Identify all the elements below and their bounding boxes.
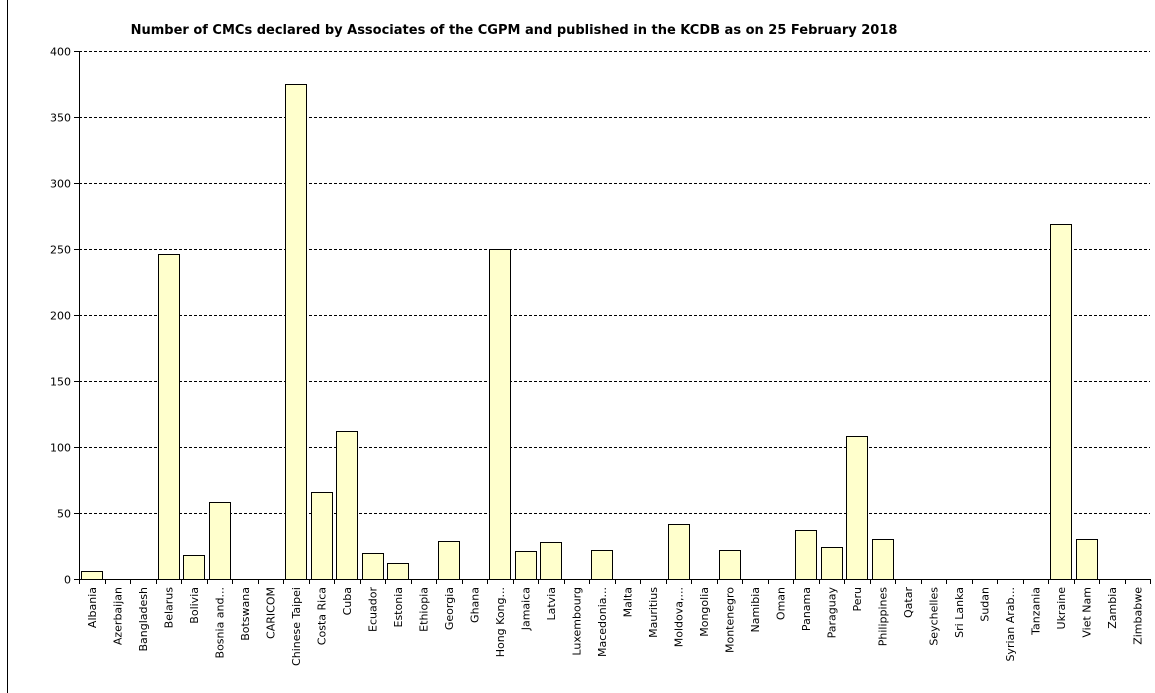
x-tick-label: Azerbaijan bbox=[111, 587, 124, 645]
x-tick-label: Oman bbox=[774, 587, 787, 620]
bar bbox=[81, 571, 103, 580]
x-tick-label: Bolivia bbox=[188, 587, 201, 624]
bar bbox=[285, 84, 307, 580]
x-tick-label: Viet Nam bbox=[1080, 587, 1093, 638]
x-tick-label: Sri Lanka bbox=[953, 587, 966, 638]
bar bbox=[336, 431, 358, 580]
bar bbox=[540, 542, 562, 580]
y-tick-label: 300 bbox=[50, 178, 71, 191]
x-tick-label: Peru bbox=[851, 587, 864, 612]
x-tick-label: Montenegro bbox=[723, 587, 736, 653]
x-tick-label: Sudan bbox=[978, 587, 991, 622]
x-tick-label: Paraguay bbox=[825, 587, 838, 639]
bar bbox=[438, 541, 460, 580]
bar bbox=[311, 492, 333, 580]
x-tick-label: Albania bbox=[86, 587, 99, 628]
bar bbox=[846, 436, 868, 580]
x-tick-label: Ghana bbox=[468, 587, 481, 623]
chart-title: Number of CMCs declared by Associates of… bbox=[131, 23, 898, 38]
x-tick-label: Botswana bbox=[239, 587, 252, 641]
x-tick-label: Ecuador bbox=[366, 587, 379, 632]
x-tick-label: Namibia bbox=[749, 587, 762, 633]
bar bbox=[515, 551, 537, 580]
x-tick-label: Mauritius bbox=[647, 587, 660, 638]
bar bbox=[1076, 539, 1098, 580]
x-tick-label: Estonia bbox=[392, 587, 405, 628]
grid-lines bbox=[79, 51, 1150, 514]
y-tick-label: 100 bbox=[50, 442, 71, 455]
axes bbox=[79, 51, 1151, 584]
x-tick-label: Tanzania bbox=[1029, 587, 1042, 636]
y-tick-label: 0 bbox=[64, 574, 71, 587]
bar bbox=[719, 550, 741, 580]
y-axis-ticks: 0 50 100 150 200 250 300 350 400 bbox=[50, 46, 79, 587]
y-tick-label: 150 bbox=[50, 376, 71, 389]
y-tick-label: 400 bbox=[50, 46, 71, 59]
x-tick-label: CARICOM bbox=[264, 587, 277, 639]
bar bbox=[183, 555, 205, 580]
x-tick-label: Zambia bbox=[1106, 587, 1119, 629]
bars bbox=[81, 84, 1098, 580]
x-tick-label: Bosnia and... bbox=[213, 587, 226, 658]
x-tick-label: Philippines bbox=[876, 587, 889, 647]
x-axis-labels: Albania Azerbaijan Bangladesh Belarus Bolivi… bbox=[86, 587, 1145, 666]
x-tick-label: Latvia bbox=[545, 587, 558, 621]
bar bbox=[362, 553, 384, 580]
x-tick-label: Georgia bbox=[443, 587, 456, 630]
x-tick-label: Ukraine bbox=[1055, 587, 1068, 630]
y-tick-label: 350 bbox=[50, 112, 71, 125]
x-tick-label: Costa Rica bbox=[315, 587, 328, 645]
x-tick-label: Zimbabwe bbox=[1131, 587, 1144, 645]
y-tick-label: 200 bbox=[50, 310, 71, 323]
left-border-line bbox=[7, 0, 8, 693]
x-tick-label: Bangladesh bbox=[137, 587, 150, 652]
x-tick-label: Macedonia... bbox=[596, 587, 609, 657]
x-tick-label: Cuba bbox=[341, 587, 354, 615]
x-tick-label: Jamaica bbox=[519, 587, 532, 631]
bar bbox=[489, 249, 511, 580]
bar bbox=[668, 524, 690, 580]
x-tick-label: Syrian Arab... bbox=[1004, 587, 1017, 662]
x-tick-label: Moldova,... bbox=[672, 587, 685, 647]
x-tick-label: Seychelles bbox=[927, 587, 940, 646]
x-tick-label: Qatar bbox=[902, 587, 915, 618]
x-tick-label: Mongolia bbox=[698, 587, 711, 637]
x-tick-label: Malta bbox=[621, 587, 634, 617]
bar bbox=[821, 547, 843, 580]
bar bbox=[872, 539, 894, 580]
x-tick-label: Belarus bbox=[162, 587, 175, 629]
bar bbox=[387, 563, 409, 580]
bar bbox=[158, 254, 180, 580]
x-tick-label: Ethiopia bbox=[417, 587, 430, 632]
y-tick-label: 250 bbox=[50, 244, 71, 257]
x-tick-label: Luxembourg bbox=[570, 587, 583, 656]
x-tick-label: Panama bbox=[800, 587, 813, 631]
bar bbox=[1050, 224, 1072, 580]
x-tick-label: Chinese Taipei bbox=[290, 587, 303, 666]
bar bbox=[209, 502, 231, 580]
y-tick-label: 50 bbox=[57, 508, 71, 521]
bar bbox=[591, 550, 613, 580]
bar bbox=[795, 530, 817, 580]
x-tick-label: Hong Kong... bbox=[494, 587, 507, 657]
